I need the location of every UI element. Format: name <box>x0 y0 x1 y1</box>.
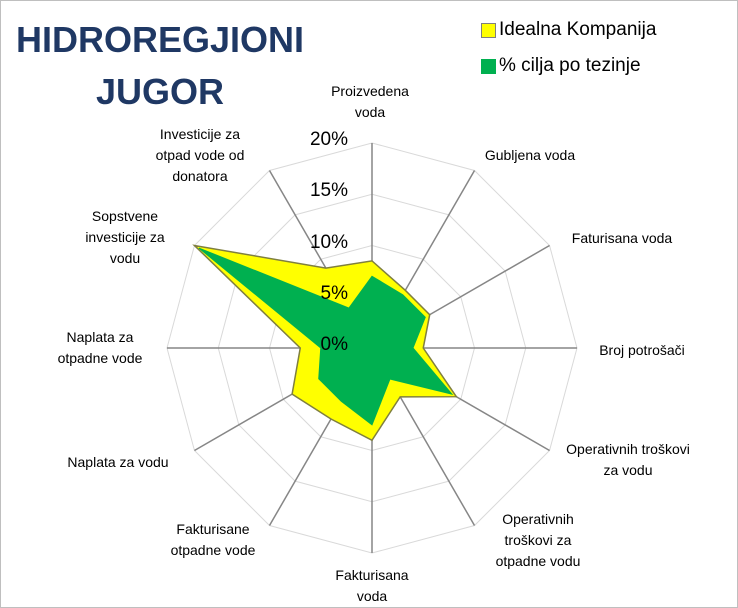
category-label: Naplata za vodu <box>67 453 169 470</box>
legend-item: Idealna Kompanija <box>481 19 656 41</box>
legend-item: % cilja po tezinje <box>481 55 641 77</box>
category-label: Fakturisana voda <box>335 567 409 604</box>
legend-label: % cilja po tezinje <box>499 55 641 76</box>
legend-label: Idealna Kompanija <box>499 19 657 40</box>
y-tick-label: 0% <box>320 334 348 355</box>
category-label: Gubljena voda <box>484 146 576 163</box>
category-label: Proizvedena voda <box>331 83 409 120</box>
legend-swatch <box>481 58 496 74</box>
y-tick-label: 10% <box>309 231 348 253</box>
category-label: Broj potrošači <box>599 341 685 358</box>
y-tick-label: 20% <box>309 129 348 150</box>
category-label: Fakturisane otpadne vode <box>170 521 256 558</box>
category-label: Operativnih troškovi za otpadne vodu <box>495 510 581 569</box>
category-label: Sopstvene investicije za vodu <box>85 207 165 266</box>
category-label: Investicije za otpad vode od donatora <box>155 125 245 184</box>
chart-title: HIDROREGJIONI JUGOR <box>15 19 305 112</box>
y-tick-label: 15% <box>309 180 348 202</box>
y-tick-label: 5% <box>320 282 348 304</box>
category-label: Operativnih troškovi za vodu <box>566 441 690 478</box>
category-label: Naplata za otpadne vode <box>57 329 143 366</box>
series-area <box>198 247 454 426</box>
legend-swatch <box>481 22 496 38</box>
category-label: Faturisana voda <box>571 229 673 246</box>
